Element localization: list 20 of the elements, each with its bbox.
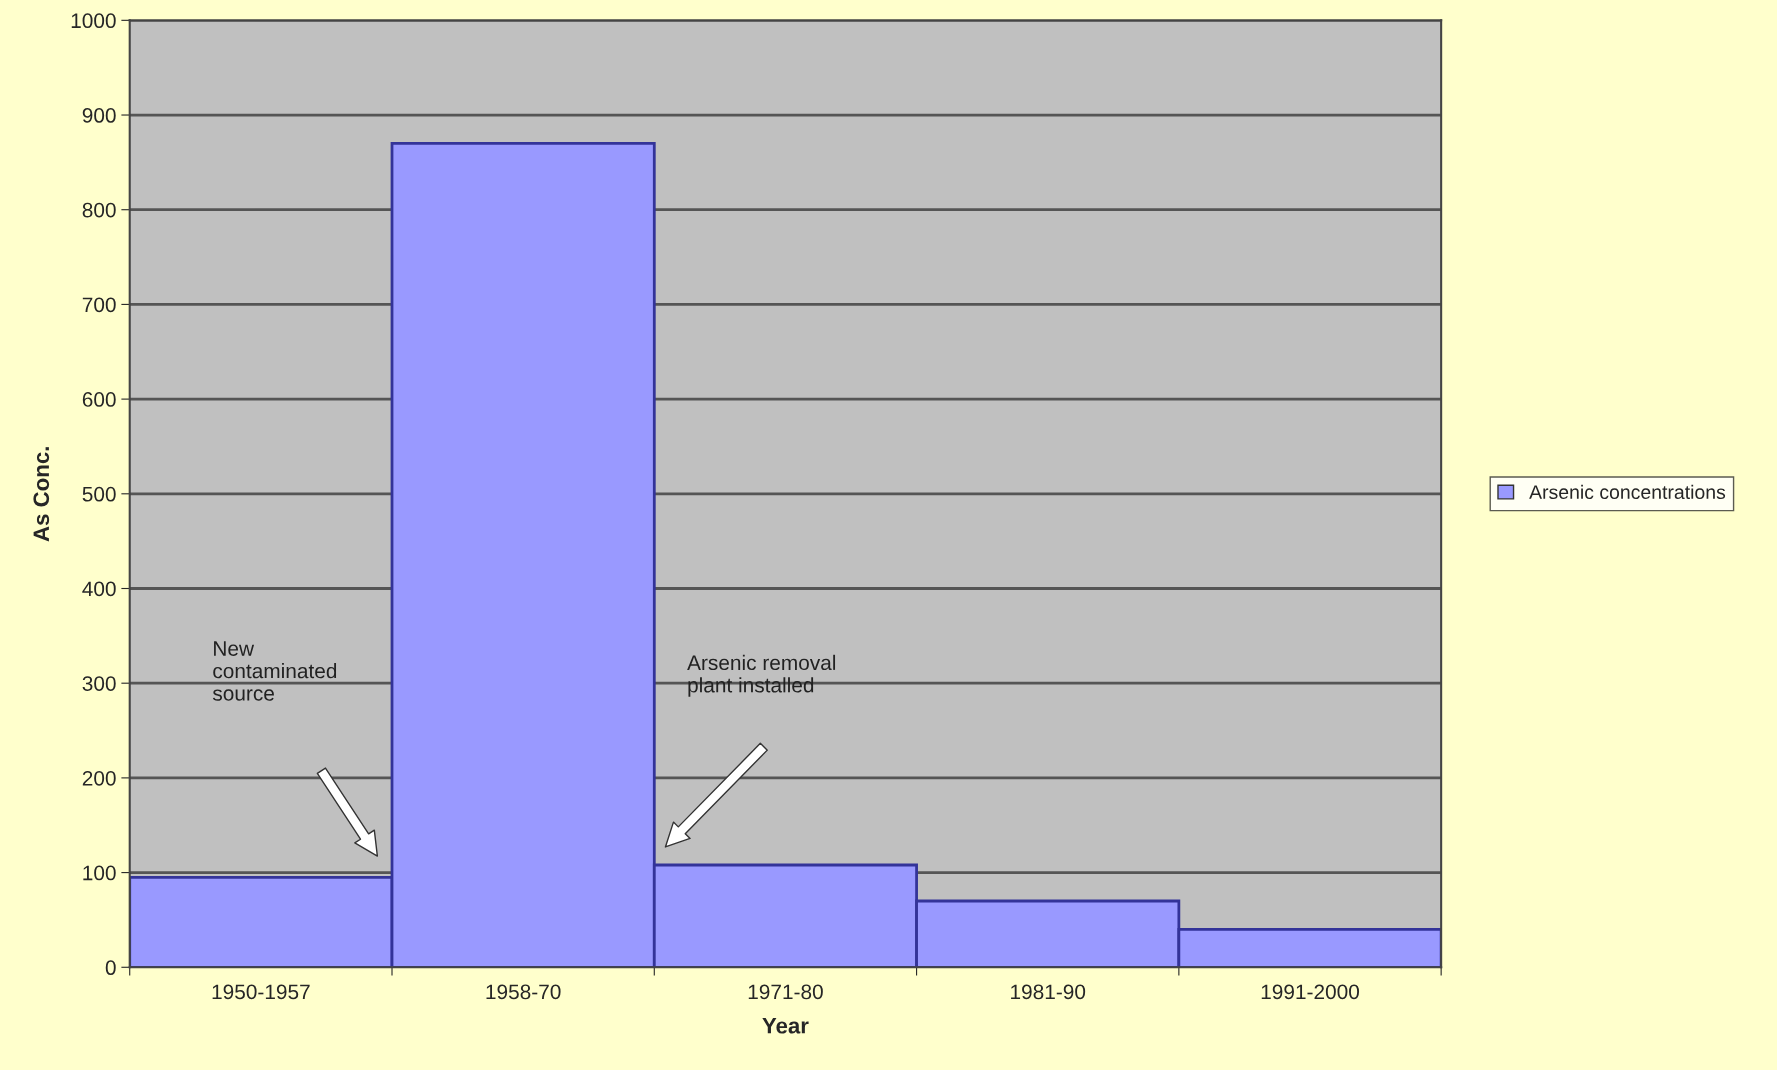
y-tick-label: 200 xyxy=(82,770,116,786)
y-axis-title: As Conc. xyxy=(33,447,50,542)
x-tick-label: 1971-80 xyxy=(748,984,823,1000)
y-tick-label: 0 xyxy=(105,960,116,976)
x-tick-label: 1950-1957 xyxy=(212,984,310,1000)
x-tick-label: 1991-2000 xyxy=(1261,984,1360,1000)
legend-label: Arsenic concentrations xyxy=(1529,484,1726,500)
y-tick-label: 100 xyxy=(83,865,116,881)
y-tick-label: 800 xyxy=(82,202,116,218)
y-tick-label: 700 xyxy=(82,297,116,313)
x-axis-title: Year xyxy=(762,1018,809,1034)
y-tick-label: 300 xyxy=(82,676,116,691)
y-tick-label: 600 xyxy=(82,392,116,407)
x-tick-label: 1958-70 xyxy=(486,984,561,1000)
y-tick-label: 900 xyxy=(82,108,116,123)
y-tick-label: 1000 xyxy=(71,13,116,29)
y-tick-label: 500 xyxy=(82,486,116,502)
annotation: New contaminated source xyxy=(212,641,337,701)
x-tick-label: 1981-90 xyxy=(1011,984,1086,1000)
y-tick-label: 400 xyxy=(82,581,116,597)
